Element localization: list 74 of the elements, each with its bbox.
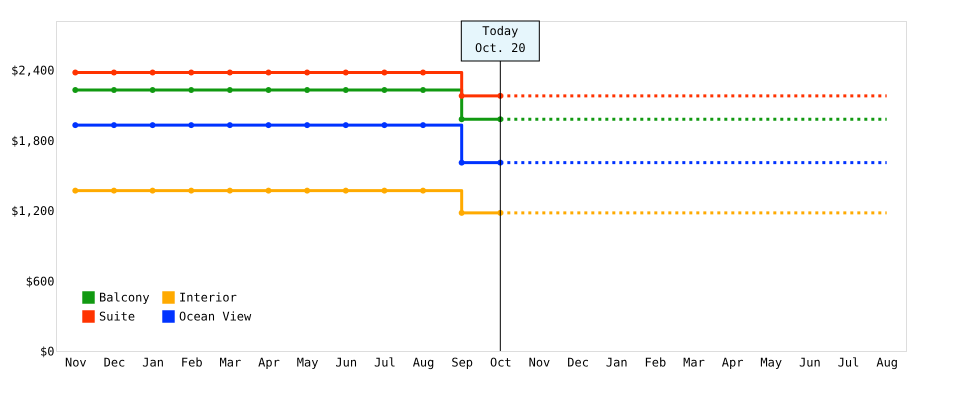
- x-tick-label: Aug: [412, 356, 434, 370]
- point: [188, 87, 194, 94]
- point: [266, 87, 272, 94]
- x-tick-label: Nov: [64, 356, 87, 370]
- x-tick-label: Nov: [528, 356, 550, 370]
- y-tick-label: $1,200: [11, 204, 54, 218]
- x-tick-label: Jun: [335, 356, 358, 370]
- legend-label: Balcony: [99, 290, 150, 305]
- point: [110, 69, 117, 76]
- x-tick-label: May: [296, 356, 318, 370]
- point: [72, 69, 78, 76]
- x-tick-label: Jan: [606, 356, 628, 370]
- point: [72, 122, 78, 128]
- point: [150, 69, 156, 76]
- legend-label: Ocean View: [179, 310, 252, 324]
- y-tick-label: $600: [26, 274, 54, 288]
- point: [458, 210, 465, 216]
- point: [420, 188, 426, 194]
- point: [381, 122, 388, 128]
- point: [110, 87, 117, 94]
- x-tick-label: Jan: [142, 356, 164, 370]
- x-tick-label: Apr: [258, 356, 280, 370]
- point: [304, 87, 310, 94]
- legend-label: Interior: [179, 290, 237, 305]
- x-tick-label: Dec: [567, 356, 589, 370]
- point: [266, 122, 272, 128]
- point: [304, 122, 310, 128]
- point: [226, 122, 233, 128]
- point: [110, 122, 117, 128]
- point: [342, 122, 349, 128]
- x-tick-label: Oct: [490, 356, 512, 370]
- point: [150, 122, 156, 128]
- point: [188, 122, 194, 128]
- x-tick-label: Jun: [799, 356, 821, 370]
- y-tick-label: $2,400: [11, 64, 54, 78]
- point: [110, 188, 117, 194]
- legend-label: Suite: [99, 310, 136, 324]
- point: [381, 87, 388, 94]
- point: [72, 188, 78, 194]
- x-tick-label: Aug: [876, 356, 898, 370]
- point: [304, 188, 310, 194]
- point: [420, 122, 426, 128]
- point: [266, 188, 272, 194]
- point: [381, 69, 388, 76]
- point: [226, 188, 233, 194]
- x-tick-label: Apr: [722, 356, 744, 370]
- point: [188, 69, 194, 76]
- point: [188, 188, 194, 194]
- point: [150, 87, 156, 94]
- point: [458, 92, 465, 99]
- x-tick-label: Dec: [104, 356, 126, 370]
- point: [458, 160, 465, 166]
- x-tick-label: Mar: [683, 356, 705, 370]
- x-tick-label: Jul: [838, 356, 860, 370]
- point: [342, 188, 349, 194]
- point: [342, 87, 349, 94]
- y-tick-label: $0: [40, 344, 54, 358]
- point: [72, 87, 78, 94]
- point: [226, 69, 233, 76]
- x-tick-label: Jul: [374, 356, 396, 370]
- x-tick-label: Mar: [220, 356, 242, 370]
- point: [150, 188, 156, 194]
- ref-line-label: Today Oct. 20: [475, 24, 526, 55]
- point: [342, 69, 349, 76]
- point: [226, 87, 233, 94]
- x-tick-label: Sep: [451, 356, 474, 370]
- point: [266, 69, 272, 76]
- x-tick-label: Feb: [180, 356, 203, 370]
- point: [458, 116, 465, 122]
- point: [381, 188, 388, 194]
- x-tick-label: Feb: [644, 356, 666, 370]
- x-tick-label: May: [760, 356, 782, 370]
- point: [304, 69, 310, 76]
- y-tick-label: $1,800: [11, 134, 54, 148]
